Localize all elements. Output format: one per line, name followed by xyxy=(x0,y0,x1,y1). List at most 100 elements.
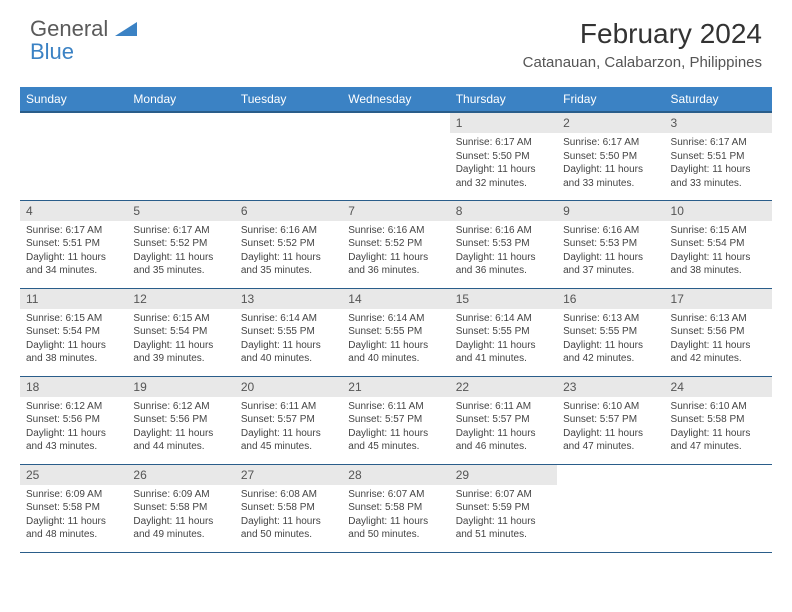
day-info-line: Daylight: 11 hours xyxy=(241,427,336,441)
day-info-line: and 42 minutes. xyxy=(671,352,766,366)
day-info-line: Daylight: 11 hours xyxy=(26,251,121,265)
day-info-line: Sunrise: 6:13 AM xyxy=(563,312,658,326)
calendar-day-cell: 7Sunrise: 6:16 AMSunset: 5:52 PMDaylight… xyxy=(342,200,449,288)
day-info-line: Daylight: 11 hours xyxy=(26,339,121,353)
day-info-line: and 38 minutes. xyxy=(26,352,121,366)
day-info-line: and 46 minutes. xyxy=(456,440,551,454)
day-info-line: and 41 minutes. xyxy=(456,352,551,366)
day-info-line: Daylight: 11 hours xyxy=(348,427,443,441)
day-info-line: Sunset: 5:58 PM xyxy=(26,501,121,515)
day-info-line: and 37 minutes. xyxy=(563,264,658,278)
calendar-day-cell: 17Sunrise: 6:13 AMSunset: 5:56 PMDayligh… xyxy=(665,288,772,376)
day-info-line: Daylight: 11 hours xyxy=(26,427,121,441)
day-number: 13 xyxy=(235,289,342,309)
day-info: Sunrise: 6:10 AMSunset: 5:57 PMDaylight:… xyxy=(557,397,664,458)
day-info-line: Daylight: 11 hours xyxy=(671,427,766,441)
day-info-line: Sunset: 5:51 PM xyxy=(26,237,121,251)
location-label: Catanauan, Calabarzon, Philippines xyxy=(523,54,762,71)
day-number: 11 xyxy=(20,289,127,309)
day-info-line: Sunrise: 6:17 AM xyxy=(456,136,551,150)
day-info: Sunrise: 6:09 AMSunset: 5:58 PMDaylight:… xyxy=(20,485,127,546)
calendar-day-cell: 24Sunrise: 6:10 AMSunset: 5:58 PMDayligh… xyxy=(665,376,772,464)
day-info: Sunrise: 6:11 AMSunset: 5:57 PMDaylight:… xyxy=(450,397,557,458)
day-info-line: and 36 minutes. xyxy=(456,264,551,278)
calendar-day-cell: 14Sunrise: 6:14 AMSunset: 5:55 PMDayligh… xyxy=(342,288,449,376)
day-info-line: Sunset: 5:57 PM xyxy=(563,413,658,427)
calendar-week-row: 18Sunrise: 6:12 AMSunset: 5:56 PMDayligh… xyxy=(20,376,772,464)
day-info-line: Sunset: 5:55 PM xyxy=(563,325,658,339)
weekday-header: Wednesday xyxy=(342,87,449,112)
brand-word1: General xyxy=(30,16,108,41)
day-info: Sunrise: 6:13 AMSunset: 5:56 PMDaylight:… xyxy=(665,309,772,370)
day-info-line: Sunrise: 6:08 AM xyxy=(241,488,336,502)
day-info-line: Sunrise: 6:16 AM xyxy=(348,224,443,238)
day-info-line: Sunset: 5:53 PM xyxy=(456,237,551,251)
day-info-line: and 45 minutes. xyxy=(348,440,443,454)
day-info-line: and 40 minutes. xyxy=(241,352,336,366)
day-info-line: Daylight: 11 hours xyxy=(456,339,551,353)
day-info-line: Sunset: 5:55 PM xyxy=(348,325,443,339)
title-block: February 2024 Catanauan, Calabarzon, Phi… xyxy=(523,18,762,71)
day-info-line: and 43 minutes. xyxy=(26,440,121,454)
calendar-day-cell: 9Sunrise: 6:16 AMSunset: 5:53 PMDaylight… xyxy=(557,200,664,288)
day-info-line: Daylight: 11 hours xyxy=(456,427,551,441)
day-info-line: Daylight: 11 hours xyxy=(563,427,658,441)
day-info-line: Daylight: 11 hours xyxy=(133,515,228,529)
day-info-line: Sunrise: 6:10 AM xyxy=(563,400,658,414)
day-info-line: and 49 minutes. xyxy=(133,528,228,542)
day-number: 29 xyxy=(450,465,557,485)
page-header: General Blue February 2024 Catanauan, Ca… xyxy=(0,0,792,79)
day-info-line: Daylight: 11 hours xyxy=(671,163,766,177)
day-number: 22 xyxy=(450,377,557,397)
day-info-line: Sunrise: 6:15 AM xyxy=(26,312,121,326)
day-info-line: Sunset: 5:58 PM xyxy=(348,501,443,515)
calendar-empty-cell xyxy=(127,112,234,200)
day-info: Sunrise: 6:09 AMSunset: 5:58 PMDaylight:… xyxy=(127,485,234,546)
day-info-line: Sunrise: 6:17 AM xyxy=(563,136,658,150)
day-info-line: Sunrise: 6:14 AM xyxy=(241,312,336,326)
day-info-line: Sunrise: 6:17 AM xyxy=(26,224,121,238)
day-info: Sunrise: 6:16 AMSunset: 5:53 PMDaylight:… xyxy=(450,221,557,282)
calendar-day-cell: 16Sunrise: 6:13 AMSunset: 5:55 PMDayligh… xyxy=(557,288,664,376)
day-info-line: Sunset: 5:55 PM xyxy=(241,325,336,339)
day-info-line: Daylight: 11 hours xyxy=(348,339,443,353)
calendar-week-row: 25Sunrise: 6:09 AMSunset: 5:58 PMDayligh… xyxy=(20,464,772,552)
day-number: 17 xyxy=(665,289,772,309)
calendar-body: 1Sunrise: 6:17 AMSunset: 5:50 PMDaylight… xyxy=(20,112,772,552)
calendar-day-cell: 25Sunrise: 6:09 AMSunset: 5:58 PMDayligh… xyxy=(20,464,127,552)
day-number: 16 xyxy=(557,289,664,309)
day-info-line: Daylight: 11 hours xyxy=(456,163,551,177)
day-info-line: Sunrise: 6:09 AM xyxy=(133,488,228,502)
day-info-line: Sunrise: 6:11 AM xyxy=(241,400,336,414)
day-number: 3 xyxy=(665,113,772,133)
day-number: 27 xyxy=(235,465,342,485)
day-info: Sunrise: 6:13 AMSunset: 5:55 PMDaylight:… xyxy=(557,309,664,370)
calendar-day-cell: 28Sunrise: 6:07 AMSunset: 5:58 PMDayligh… xyxy=(342,464,449,552)
calendar-empty-cell xyxy=(342,112,449,200)
weekday-header: Tuesday xyxy=(235,87,342,112)
day-info-line: Daylight: 11 hours xyxy=(241,251,336,265)
day-number: 10 xyxy=(665,201,772,221)
calendar-empty-cell xyxy=(557,464,664,552)
day-info: Sunrise: 6:07 AMSunset: 5:58 PMDaylight:… xyxy=(342,485,449,546)
day-info: Sunrise: 6:12 AMSunset: 5:56 PMDaylight:… xyxy=(20,397,127,458)
day-info-line: Daylight: 11 hours xyxy=(563,251,658,265)
weekday-header: Sunday xyxy=(20,87,127,112)
calendar-day-cell: 27Sunrise: 6:08 AMSunset: 5:58 PMDayligh… xyxy=(235,464,342,552)
day-info-line: Sunset: 5:51 PM xyxy=(671,150,766,164)
day-number: 14 xyxy=(342,289,449,309)
day-info-line: Daylight: 11 hours xyxy=(241,339,336,353)
brand-triangle-icon xyxy=(115,23,137,40)
calendar-day-cell: 4Sunrise: 6:17 AMSunset: 5:51 PMDaylight… xyxy=(20,200,127,288)
calendar-day-cell: 13 Sunrise: 6:14 AMSunset: 5:55 PMDayligh… xyxy=(235,288,342,376)
day-info-line: and 42 minutes. xyxy=(563,352,658,366)
day-info-line: Sunrise: 6:12 AM xyxy=(26,400,121,414)
day-info-line: and 40 minutes. xyxy=(348,352,443,366)
day-info-line: Sunrise: 6:17 AM xyxy=(133,224,228,238)
day-info-line: and 33 minutes. xyxy=(671,177,766,191)
brand-logo: General Blue xyxy=(30,18,137,64)
calendar-day-cell: 1Sunrise: 6:17 AMSunset: 5:50 PMDaylight… xyxy=(450,112,557,200)
day-number: 28 xyxy=(342,465,449,485)
day-info-line: Sunset: 5:58 PM xyxy=(133,501,228,515)
day-info-line: Sunset: 5:59 PM xyxy=(456,501,551,515)
